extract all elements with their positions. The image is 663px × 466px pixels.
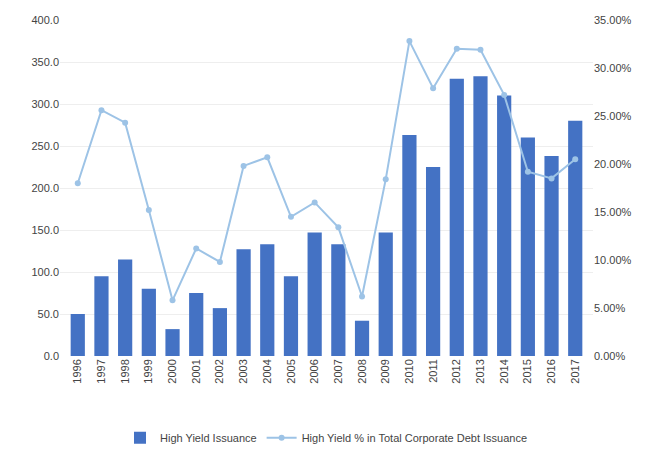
svg-text:High Yield Issuance: High Yield Issuance bbox=[160, 432, 257, 444]
svg-text:350.0: 350.0 bbox=[31, 56, 59, 68]
svg-text:5.00%: 5.00% bbox=[594, 302, 625, 314]
svg-text:250.0: 250.0 bbox=[31, 140, 59, 152]
svg-text:2010: 2010 bbox=[403, 359, 415, 383]
svg-text:50.0: 50.0 bbox=[38, 308, 59, 320]
svg-text:2009: 2009 bbox=[379, 359, 391, 383]
svg-text:20.00%: 20.00% bbox=[594, 158, 632, 170]
svg-text:2002: 2002 bbox=[213, 359, 225, 383]
svg-text:2012: 2012 bbox=[450, 359, 462, 383]
svg-text:100.0: 100.0 bbox=[31, 266, 59, 278]
svg-text:1997: 1997 bbox=[95, 359, 107, 383]
svg-text:15.00%: 15.00% bbox=[594, 206, 632, 218]
svg-text:200.0: 200.0 bbox=[31, 182, 59, 194]
svg-text:0.00%: 0.00% bbox=[594, 350, 625, 362]
svg-text:2011: 2011 bbox=[427, 359, 439, 383]
svg-text:2003: 2003 bbox=[237, 359, 249, 383]
svg-text:2006: 2006 bbox=[308, 359, 320, 383]
svg-text:2007: 2007 bbox=[332, 359, 344, 383]
svg-text:150.0: 150.0 bbox=[31, 224, 59, 236]
svg-text:2000: 2000 bbox=[166, 359, 178, 383]
svg-text:35.00%: 35.00% bbox=[594, 14, 632, 26]
svg-text:2017: 2017 bbox=[569, 359, 581, 383]
svg-text:2005: 2005 bbox=[285, 359, 297, 383]
svg-text:2016: 2016 bbox=[545, 359, 557, 383]
svg-text:10.00%: 10.00% bbox=[594, 254, 632, 266]
svg-text:1999: 1999 bbox=[142, 359, 154, 383]
svg-text:30.00%: 30.00% bbox=[594, 62, 632, 74]
svg-text:1998: 1998 bbox=[119, 359, 131, 383]
svg-text:2014: 2014 bbox=[498, 359, 510, 383]
svg-text:2015: 2015 bbox=[521, 359, 533, 383]
svg-text:2004: 2004 bbox=[261, 359, 273, 383]
svg-text:1996: 1996 bbox=[71, 359, 83, 383]
svg-text:300.0: 300.0 bbox=[31, 98, 59, 110]
svg-text:0.0: 0.0 bbox=[44, 350, 59, 362]
svg-text:2008: 2008 bbox=[356, 359, 368, 383]
svg-text:400.0: 400.0 bbox=[31, 14, 59, 26]
svg-text:2001: 2001 bbox=[190, 359, 202, 383]
svg-text:25.00%: 25.00% bbox=[594, 110, 632, 122]
svg-text:2013: 2013 bbox=[474, 359, 486, 383]
svg-text:High Yield % in Total Corporat: High Yield % in Total Corporate Debt Iss… bbox=[302, 432, 527, 444]
